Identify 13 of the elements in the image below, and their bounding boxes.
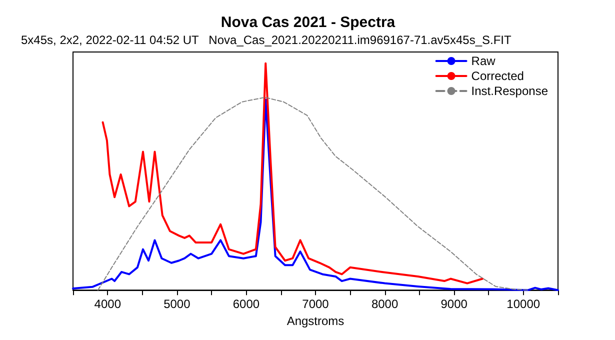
x-axis-title: Angstroms (286, 314, 344, 328)
chart-subtitle: 5x45s, 2x2, 2022-02-11 04:52 UT Nova_Cas_2021.20220211.im969167-71.av5x45s_S.FIT (21, 33, 512, 47)
x-tick-label: 10000 (506, 297, 540, 312)
legend-label: Inst.Response (471, 84, 548, 98)
x-tick-label: 7000 (302, 297, 330, 312)
x-tick-label: 4000 (94, 297, 122, 312)
legend-label: Corrected (471, 69, 524, 83)
legend-label: Raw (471, 54, 496, 68)
x-tick-label: 9000 (440, 297, 468, 312)
x-tick-label: 5000 (164, 297, 191, 312)
x-tick-label: 8000 (371, 297, 398, 312)
x-tick-label: 6000 (232, 297, 260, 312)
chart-title: Nova Cas 2021 - Spectra (220, 14, 396, 31)
